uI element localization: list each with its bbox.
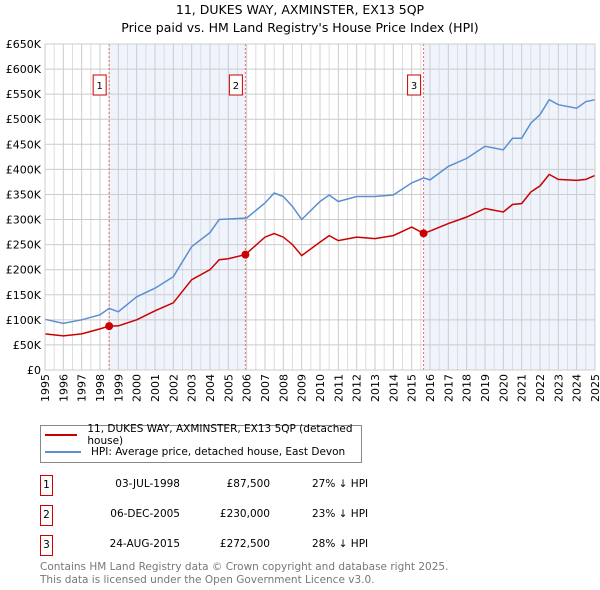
footer-licence: This data is licensed under the Open Gov… bbox=[40, 574, 375, 586]
x-tick-label: 1995 bbox=[39, 374, 52, 402]
x-tick-label: 1999 bbox=[112, 374, 125, 402]
x-tick-label: 2021 bbox=[516, 374, 529, 402]
y-tick-label: £200K bbox=[6, 264, 42, 277]
sale-label: 2 bbox=[233, 81, 239, 92]
sale-hpi-diff: 27% ↓ HPI bbox=[312, 478, 369, 490]
x-tick-label: 2003 bbox=[186, 374, 199, 402]
x-tick-label: 2002 bbox=[167, 374, 180, 402]
y-tick-label: £650K bbox=[6, 38, 42, 51]
x-tick-label: 2007 bbox=[259, 374, 272, 402]
x-tick-label: 2006 bbox=[241, 374, 254, 402]
x-tick-label: 2017 bbox=[442, 374, 455, 402]
legend-item-hpi: HPI: Average price, detached house, East… bbox=[45, 444, 345, 460]
sale-label-box bbox=[407, 74, 422, 96]
plot-border bbox=[44, 43, 596, 371]
x-tick-label: 1998 bbox=[94, 374, 107, 402]
series-line bbox=[44, 173, 596, 337]
y-tick-label: £350K bbox=[6, 188, 42, 201]
x-tick-label: 2020 bbox=[497, 374, 510, 402]
chart-subtitle: Price paid vs. HM Land Registry's House … bbox=[121, 20, 479, 35]
x-tick-label: 2022 bbox=[534, 374, 547, 402]
x-tick-label: 2001 bbox=[149, 374, 162, 402]
y-tick-label: £400K bbox=[6, 163, 42, 176]
x-tick-label: 2005 bbox=[222, 374, 235, 402]
y-tick-label: £0 bbox=[27, 364, 41, 377]
x-tick-label: 2014 bbox=[387, 374, 400, 402]
x-tick-label: 2024 bbox=[571, 374, 584, 402]
sale-price: £87,500 bbox=[226, 478, 270, 490]
y-tick-label: £100K bbox=[6, 314, 42, 327]
sale-label-box bbox=[92, 74, 107, 96]
sale-label: 3 bbox=[411, 81, 417, 92]
y-tick-label: £600K bbox=[6, 63, 42, 76]
x-tick-label: 2018 bbox=[461, 374, 474, 402]
y-tick-label: £500K bbox=[6, 113, 42, 126]
sale-date: 03-JUL-1998 bbox=[115, 478, 180, 490]
footer-copyright: Contains HM Land Registry data © Crown c… bbox=[40, 561, 449, 573]
y-tick-label: £250K bbox=[6, 239, 42, 252]
y-tick-label: £50K bbox=[13, 339, 42, 352]
x-tick-label: 2011 bbox=[332, 374, 345, 402]
legend-label: 11, DUKES WAY, AXMINSTER, EX13 5QP (deta… bbox=[87, 423, 353, 447]
sale-marker: 2 bbox=[40, 505, 53, 526]
x-tick-label: 1996 bbox=[57, 374, 70, 402]
x-tick-label: 2009 bbox=[296, 374, 309, 402]
chart-plot: 1995 1996 1997 1998 1999 2000 2001 2002 2003 2004… bbox=[6, 38, 600, 402]
sale-hpi-diff: 23% ↓ HPI bbox=[312, 508, 369, 520]
x-tick-label: 2004 bbox=[204, 374, 217, 402]
x-tick-label: 2010 bbox=[314, 374, 327, 402]
sale-date: 06-DEC-2005 bbox=[110, 508, 180, 520]
sale-point bbox=[241, 250, 250, 259]
legend-item-property: 11, DUKES WAY, AXMINSTER, EX13 5QP (deta… bbox=[45, 423, 361, 447]
x-tick-label: 2012 bbox=[351, 374, 364, 402]
chart-title: 11, DUKES WAY, AXMINSTER, EX13 5QP bbox=[175, 2, 425, 17]
sale-point bbox=[105, 322, 114, 331]
legend-swatch-red bbox=[45, 434, 78, 436]
legend-label: HPI: Average price, detached house, East… bbox=[91, 446, 346, 458]
x-tick-label: 2016 bbox=[424, 374, 437, 402]
shaded-period bbox=[109, 44, 246, 370]
x-tick-label: 2025 bbox=[589, 374, 600, 402]
sale-label: 1 bbox=[96, 81, 102, 92]
sale-label-box bbox=[228, 74, 243, 96]
y-tick-label: £150K bbox=[6, 289, 42, 302]
x-tick-label: 2000 bbox=[131, 374, 144, 402]
sale-hpi-diff: 28% ↓ HPI bbox=[312, 538, 369, 550]
sale-marker: 1 bbox=[40, 475, 53, 496]
legend-swatch-blue bbox=[45, 451, 81, 453]
x-tick-label: 1997 bbox=[76, 374, 89, 402]
x-tick-label: 2013 bbox=[369, 374, 382, 402]
y-tick-label: £300K bbox=[6, 214, 42, 227]
x-tick-label: 2008 bbox=[277, 374, 290, 402]
x-tick-label: 2015 bbox=[406, 374, 419, 402]
sale-price: £230,000 bbox=[219, 508, 270, 520]
y-tick-label: £450K bbox=[6, 138, 42, 151]
y-tick-label: £550K bbox=[6, 88, 42, 101]
legend: 11, DUKES WAY, AXMINSTER, EX13 5QP (deta… bbox=[40, 423, 362, 463]
x-tick-label: 2023 bbox=[552, 374, 565, 402]
sale-date: 24-AUG-2015 bbox=[109, 538, 180, 550]
sale-point bbox=[419, 229, 428, 238]
sale-marker: 3 bbox=[40, 535, 53, 556]
x-tick-label: 2019 bbox=[479, 374, 492, 402]
series-line bbox=[44, 98, 596, 325]
sale-price: £272,500 bbox=[219, 538, 270, 550]
